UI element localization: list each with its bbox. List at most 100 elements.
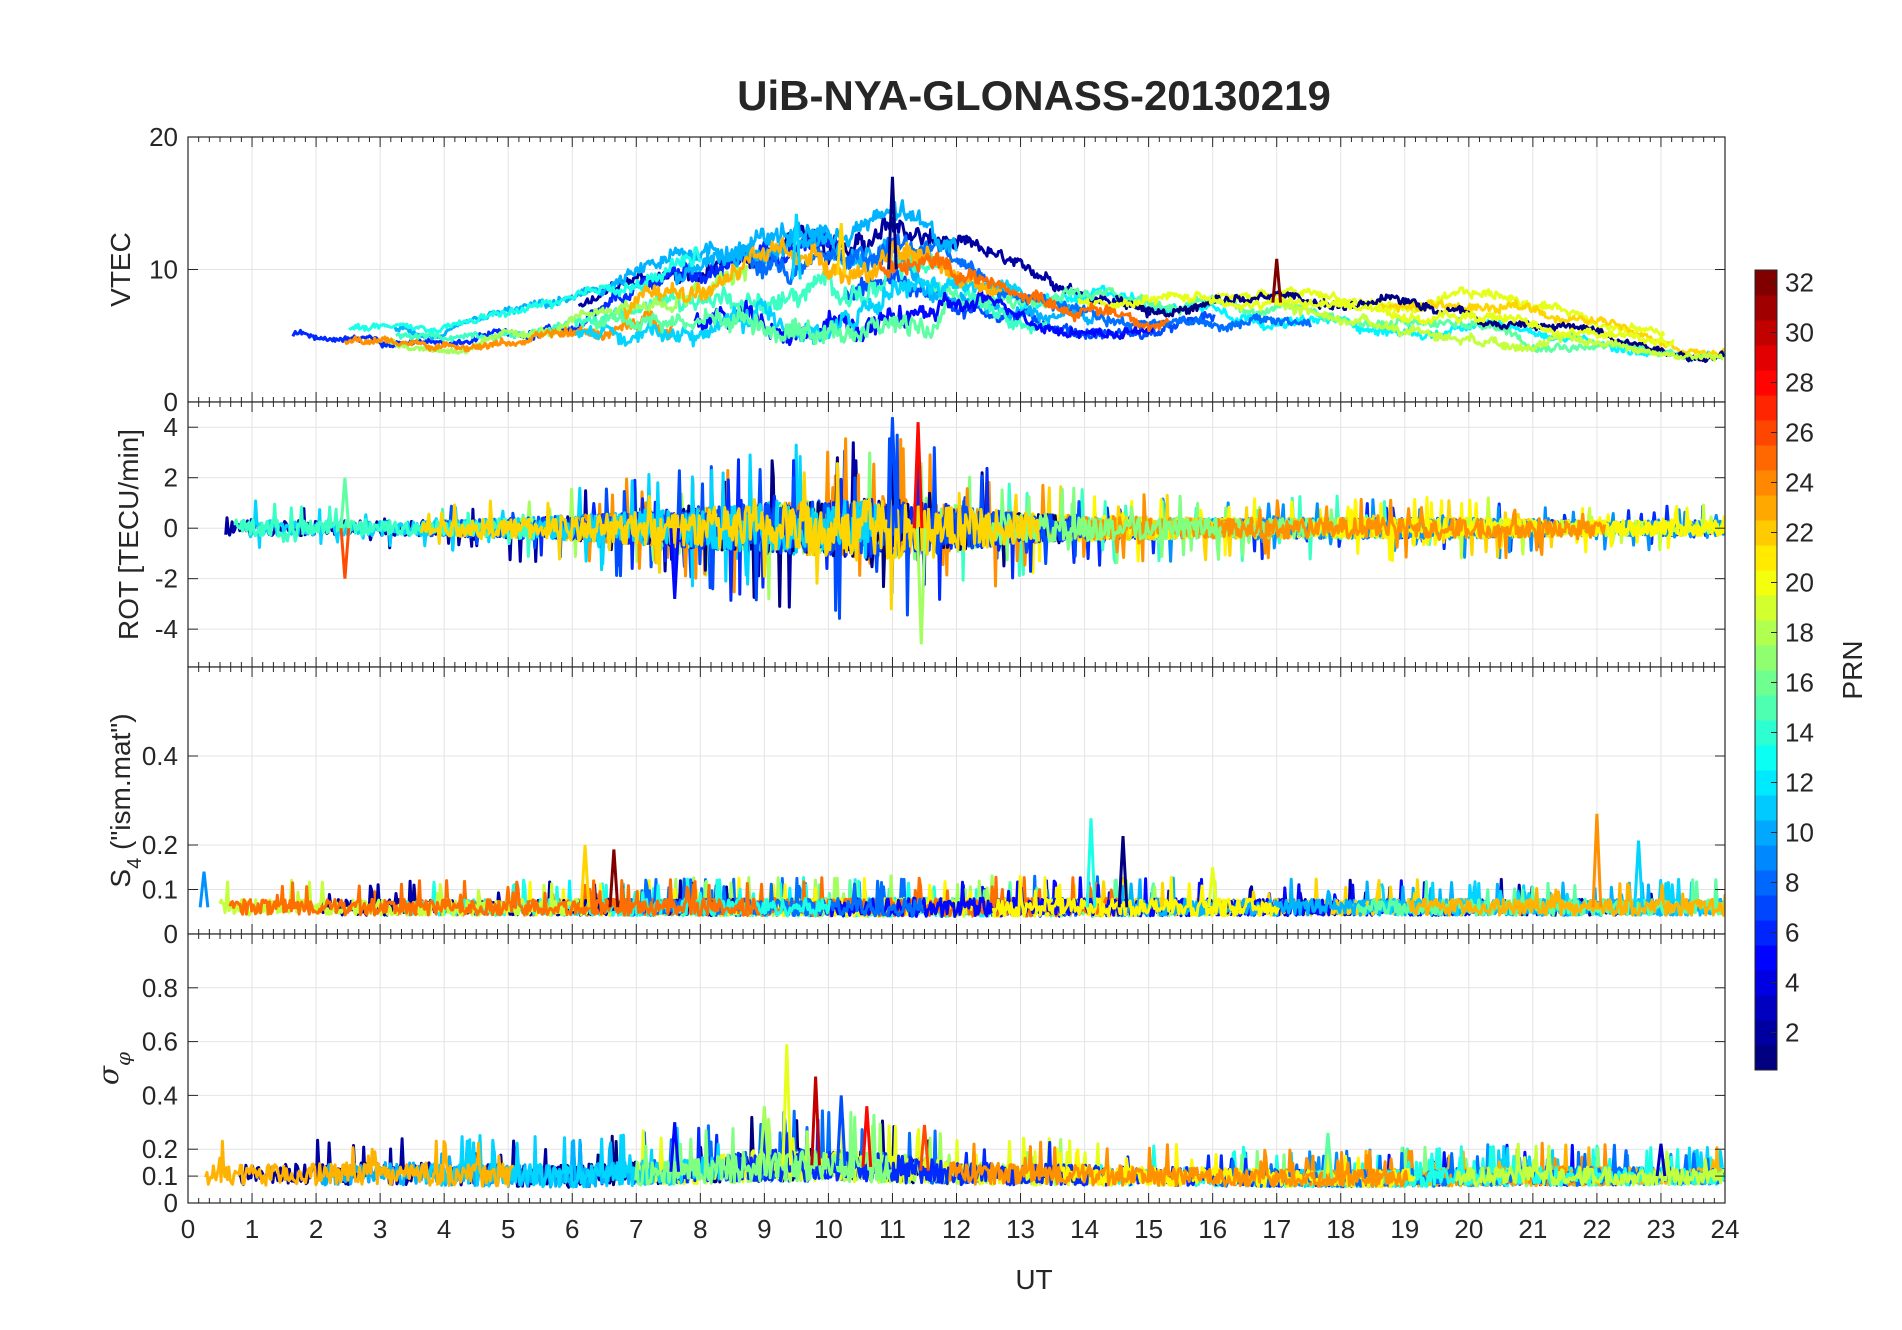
peak-mark (1322, 1132, 1334, 1179)
series-group (224, 417, 1725, 645)
colorbar-tick-label: 18 (1785, 618, 1814, 648)
colorbar-tick-label: 16 (1785, 668, 1814, 698)
y-tick-label: 4 (164, 412, 178, 442)
series-line (204, 1139, 515, 1188)
colorbar-segment (1755, 570, 1777, 596)
colorbar-tick-label: 14 (1785, 718, 1814, 748)
peak-mark (791, 213, 802, 280)
series-line (634, 1111, 893, 1187)
colorbar-segment (1755, 670, 1777, 696)
peak-mark (1591, 813, 1603, 908)
series-line (1281, 300, 1724, 362)
y-tick-label: 0.4 (142, 1080, 178, 1110)
series-line (991, 874, 1281, 918)
peak-mark (198, 871, 210, 908)
colorbar-segment (1755, 520, 1777, 546)
colorbar-segment (1755, 695, 1777, 721)
colorbar-tick-label: 8 (1785, 868, 1799, 898)
peak-mark (339, 477, 351, 529)
colorbar-segment (1755, 470, 1777, 496)
x-tick-label: 14 (1070, 1214, 1099, 1244)
colorbar-segment (1755, 545, 1777, 571)
y-tick-label: 0 (164, 1188, 178, 1218)
colorbar-segment (1755, 420, 1777, 446)
y-axis-label-rot: ROT [TECU/min] (113, 429, 144, 640)
colorbar-segment (1755, 920, 1777, 946)
peak-mark (1085, 818, 1097, 908)
peak-mark (339, 528, 351, 579)
colorbar-tick-label: 20 (1785, 568, 1814, 598)
series-line (878, 251, 1170, 333)
x-tick-label: 22 (1582, 1214, 1611, 1244)
peak-mark (759, 1106, 770, 1166)
peak-mark (887, 176, 898, 270)
colorbar-segment (1755, 745, 1777, 771)
colorbar-segment (1755, 1020, 1777, 1046)
colorbar-segment (1755, 720, 1777, 746)
colorbar-segment (1755, 845, 1777, 871)
x-tick-label: 1 (245, 1214, 259, 1244)
series-line (386, 263, 749, 355)
colorbar-segment (1755, 870, 1777, 896)
x-tick-label: 21 (1518, 1214, 1547, 1244)
colorbar-tick-label: 2 (1785, 1018, 1799, 1048)
y-axis-label-s4: S4 ("ism.mat") (105, 713, 146, 887)
x-tick-label: 4 (437, 1214, 451, 1244)
y-tick-label: 0.2 (142, 830, 178, 860)
series-group (291, 176, 1725, 363)
peak-mark (1271, 258, 1283, 303)
colorbar-segment (1755, 995, 1777, 1021)
peak-mark (781, 1044, 793, 1166)
colorbar-segment (1755, 345, 1777, 371)
series-group (204, 1044, 1725, 1189)
y-axis-label-sigma_phi: σφ (92, 1052, 135, 1085)
colorbar-tick-label: 28 (1785, 368, 1814, 398)
colorbar-tick-label: 4 (1785, 968, 1799, 998)
x-tick-label: 20 (1454, 1214, 1483, 1244)
peak-mark (835, 1095, 847, 1166)
y-tick-label: 20 (149, 122, 178, 152)
colorbar-tick-label: 26 (1785, 418, 1814, 448)
x-tick-label: 7 (629, 1214, 643, 1244)
colorbar-label: PRN (1837, 640, 1868, 699)
colorbar-segment (1755, 770, 1777, 796)
colorbar-segment (1755, 1045, 1777, 1071)
x-tick-label: 9 (757, 1214, 771, 1244)
y-tick-label: -4 (155, 614, 178, 644)
x-tick-label: 18 (1326, 1214, 1355, 1244)
series-line (233, 502, 539, 558)
colorbar-segment (1755, 795, 1777, 821)
x-tick-label: 12 (942, 1214, 971, 1244)
peak-mark (915, 528, 927, 645)
peak-mark (810, 1076, 821, 1166)
series-line (1408, 882, 1725, 917)
peak-mark (1117, 836, 1129, 908)
y-tick-label: 0 (164, 513, 178, 543)
peak-mark (669, 528, 681, 599)
colorbar-frame (1754, 269, 1778, 1071)
colorbar-segment (1755, 820, 1777, 846)
x-tick-label: 11 (879, 1214, 906, 1244)
series-line (1355, 878, 1725, 917)
y-tick-label: 0.6 (142, 1027, 178, 1057)
series-line (1454, 1142, 1725, 1188)
colorbar-segment (1755, 645, 1777, 671)
series-line (1312, 496, 1725, 562)
panel-rot: -4 -2 0 2 4 ROT [TECU/min] (113, 401, 1726, 668)
y-tick-label: 10 (149, 255, 178, 285)
series-line (592, 302, 947, 345)
peak-mark (887, 417, 898, 529)
series-line (343, 310, 674, 353)
x-tick-label: 24 (1711, 1214, 1740, 1244)
x-tick-label: 6 (565, 1214, 579, 1244)
y-axis-label-vtec: VTEC (105, 232, 136, 307)
y-tick-label: 0.2 (142, 1134, 178, 1164)
y-tick-label: 0.8 (142, 973, 178, 1003)
colorbar-segment (1755, 445, 1777, 471)
series-line (948, 1140, 1409, 1188)
colorbar-segment (1755, 270, 1777, 296)
series-line (1077, 290, 1675, 348)
x-tick-label: 13 (1006, 1214, 1035, 1244)
peak-mark (669, 1122, 681, 1172)
